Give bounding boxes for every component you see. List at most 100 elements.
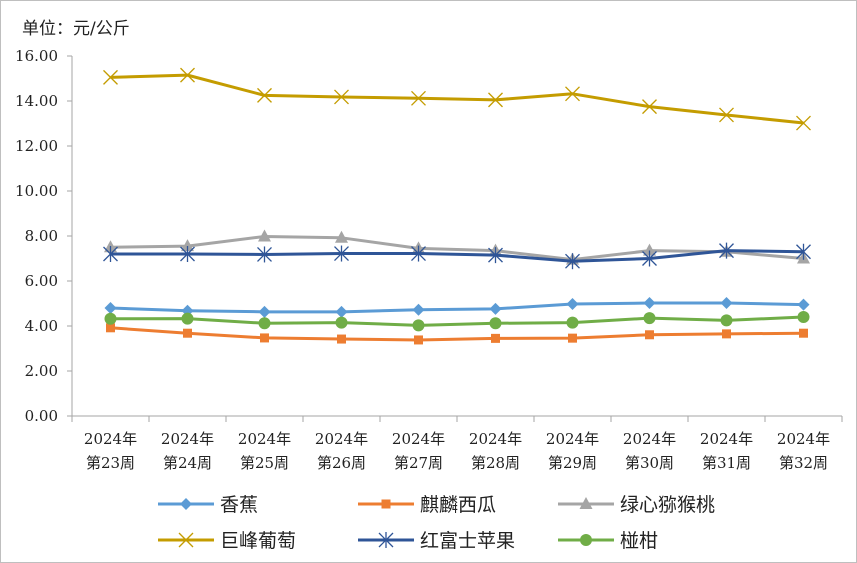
legend-swatch-marker [580, 534, 592, 546]
y-tick-label: 12.00 [15, 137, 58, 155]
legend-label: 巨峰葡萄 [220, 530, 296, 552]
data-point [488, 92, 503, 108]
x-tick-label: 第30周 [625, 454, 674, 472]
series-line [110, 234, 804, 262]
data-point [180, 246, 195, 262]
x-tick-label: 2024年 [84, 430, 137, 448]
data-point [489, 317, 502, 330]
data-point [566, 316, 579, 329]
legend-label: 香蕉 [220, 494, 258, 516]
legend-label: 麒麟西瓜 [420, 494, 496, 516]
series-line [110, 249, 804, 263]
legend-item: 香蕉 [158, 494, 258, 516]
data-point [568, 333, 577, 343]
data-point [258, 317, 271, 330]
data-point [643, 297, 656, 310]
series-5 [103, 242, 811, 270]
data-point [720, 314, 733, 327]
data-point [796, 243, 811, 260]
unit-label: 单位：元/公斤 [22, 19, 130, 39]
x-tick-label: 2024年 [392, 430, 445, 448]
legend-swatch-marker [178, 532, 194, 548]
data-point [181, 239, 194, 252]
legend-swatch-marker [378, 532, 394, 548]
legend-swatch-marker [180, 498, 192, 510]
data-point [104, 312, 117, 325]
legend-item: 椪柑 [558, 530, 658, 552]
data-point [643, 243, 656, 256]
legend-item: 巨峰葡萄 [158, 530, 296, 552]
y-tick-label: 2.00 [25, 362, 58, 380]
series-1 [104, 297, 810, 318]
data-point [719, 242, 734, 259]
y-tick-labels: 0.00 2.00 4.00 6.00 8.00 10.00 12.00 14.00 16.00 [15, 47, 58, 425]
legend-label: 椪柑 [620, 530, 658, 552]
x-tick-label: 第27周 [394, 454, 443, 472]
x-tick-label: 第24周 [163, 454, 212, 472]
data-point [645, 330, 654, 340]
x-tick-label: 第29周 [548, 454, 597, 472]
x-tick-label: 第28周 [471, 454, 520, 472]
data-point [335, 305, 348, 318]
data-point [797, 298, 810, 311]
data-point [104, 302, 117, 314]
data-point [412, 303, 425, 316]
data-point [720, 297, 733, 310]
data-point [412, 319, 425, 332]
data-point [106, 323, 115, 333]
y-tick-label: 16.00 [15, 47, 58, 65]
data-point [722, 329, 731, 339]
data-point [335, 230, 348, 243]
data-point [566, 297, 579, 310]
x-tick-label: 第32周 [779, 454, 828, 472]
data-point [642, 250, 657, 267]
y-tick-label: 6.00 [25, 272, 58, 290]
data-point [181, 312, 194, 325]
data-point [643, 312, 656, 325]
data-point [183, 328, 192, 338]
x-tick-label: 第23周 [86, 454, 135, 472]
data-point [565, 86, 580, 102]
data-point [411, 245, 426, 262]
legend-item: 绿心猕猴桃 [558, 494, 715, 516]
x-tick-label: 第31周 [702, 454, 751, 472]
x-tick-label: 2024年 [161, 430, 214, 448]
series-line [110, 73, 804, 125]
data-point [334, 89, 349, 105]
data-point [258, 229, 271, 242]
data-point [103, 69, 118, 85]
data-point [334, 245, 349, 262]
data-point [489, 302, 502, 315]
series-4 [103, 67, 811, 131]
legend-label: 红富士苹果 [420, 530, 515, 552]
y-tick-label: 10.00 [15, 182, 58, 200]
y-tick-label: 4.00 [25, 317, 58, 335]
y-tick-label: 8.00 [25, 227, 58, 245]
data-point [180, 67, 195, 83]
legend-label: 绿心猕猴桃 [620, 494, 715, 516]
x-tick-label: 2024年 [700, 430, 753, 448]
legend-item: 麒麟西瓜 [358, 494, 496, 516]
x-tick-label: 2024年 [623, 430, 676, 448]
data-point [260, 333, 269, 343]
x-tick-label: 第25周 [240, 454, 289, 472]
data-point [335, 316, 348, 329]
legend-swatch-marker [579, 497, 593, 509]
series-6 [104, 311, 810, 332]
x-tick-label: 2024年 [546, 430, 599, 448]
legend-swatch-marker [381, 499, 391, 509]
data-point [257, 246, 272, 263]
data-point [491, 333, 500, 343]
axes [67, 55, 843, 422]
data-point [799, 328, 808, 338]
x-tick-label: 2024年 [238, 430, 291, 448]
series-line [110, 301, 804, 314]
x-tick-label: 2024年 [777, 430, 830, 448]
y-tick-label: 0.00 [25, 407, 58, 425]
data-point [796, 115, 811, 131]
data-point [414, 335, 423, 345]
y-tick-label: 14.00 [15, 92, 58, 110]
